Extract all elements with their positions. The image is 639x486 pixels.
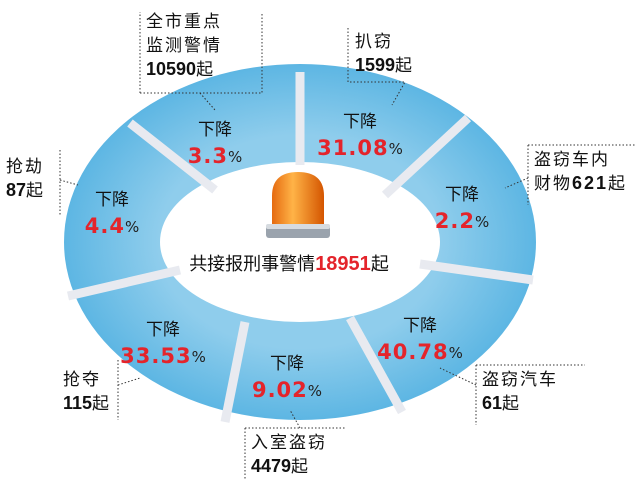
change-value: 31.08 bbox=[317, 136, 388, 160]
category-line: 抢夺 bbox=[63, 370, 101, 390]
case-unit: 起 bbox=[502, 394, 521, 414]
case-count-line: 1599起 bbox=[355, 55, 414, 76]
decrease-label: 下降 bbox=[198, 120, 232, 140]
change-percent: 31.08% bbox=[317, 136, 403, 160]
category-name: 入室盗窃 bbox=[251, 433, 327, 453]
category-name: 全市重点 bbox=[146, 12, 222, 32]
change-value: 3.3 bbox=[188, 144, 228, 168]
case-count: 87 bbox=[6, 180, 26, 200]
case-unit: 起 bbox=[291, 457, 310, 477]
percent-unit: % bbox=[125, 218, 139, 236]
case-count-line: 115起 bbox=[63, 393, 111, 414]
category-line: 入室盗窃 bbox=[251, 433, 327, 453]
change-percent: 2.2% bbox=[435, 209, 489, 233]
category-line: 抢劫 bbox=[6, 157, 44, 177]
decrease-label: 下降 bbox=[445, 185, 479, 205]
category-name: 抢夺 bbox=[63, 370, 101, 390]
center-unit: 起 bbox=[371, 254, 389, 275]
change-percent: 33.53% bbox=[120, 344, 206, 368]
change-value: 2.2 bbox=[435, 209, 475, 233]
percent-unit: % bbox=[192, 348, 206, 366]
case-count-line: 4479起 bbox=[251, 456, 310, 477]
case-count: 10590 bbox=[146, 59, 196, 79]
percent-unit: % bbox=[449, 344, 463, 362]
change-value: 9.02 bbox=[252, 378, 308, 402]
decrease-label: 下降 bbox=[270, 354, 304, 374]
decrease-label: 下降 bbox=[146, 320, 180, 340]
decrease-label: 下降 bbox=[403, 316, 437, 336]
category-name: 扒窃 bbox=[355, 32, 393, 52]
change-value: 40.78 bbox=[377, 340, 448, 364]
percent-unit: % bbox=[389, 140, 403, 158]
case-count: 1599 bbox=[355, 55, 395, 75]
case-count: 61 bbox=[482, 393, 502, 413]
category-line: 监测警情 bbox=[146, 36, 222, 56]
category-line: 财物 bbox=[534, 174, 572, 194]
percent-unit: % bbox=[475, 213, 489, 231]
case-count-line: 10590起 bbox=[146, 59, 215, 80]
case-unit: 起 bbox=[92, 394, 111, 414]
case-count-line: 87起 bbox=[6, 180, 45, 201]
decrease-label: 下降 bbox=[343, 112, 377, 132]
decrease-label: 下降 bbox=[95, 190, 129, 210]
case-unit: 起 bbox=[395, 56, 414, 76]
category-line: 扒窃 bbox=[355, 32, 393, 52]
change-percent: 9.02% bbox=[252, 378, 322, 402]
case-unit: 起 bbox=[608, 174, 627, 194]
category-name: 财物621起 bbox=[534, 173, 627, 194]
category-name: 抢劫 bbox=[6, 157, 44, 177]
category-name: 盗窃汽车 bbox=[482, 370, 558, 390]
change-value: 4.4 bbox=[85, 214, 125, 238]
change-value: 33.53 bbox=[120, 344, 191, 368]
category-line: 盗窃汽车 bbox=[482, 370, 558, 390]
case-unit: 起 bbox=[26, 181, 45, 201]
case-count-line: 61起 bbox=[482, 393, 521, 414]
category-line: 全市重点 bbox=[146, 12, 222, 32]
infographic: 共接报刑事警情18951起 下降3.3%全市重点监测警情10590起下降31.0… bbox=[0, 0, 639, 486]
percent-unit: % bbox=[228, 148, 242, 166]
case-count: 115 bbox=[63, 393, 92, 413]
siren-icon bbox=[266, 172, 330, 238]
center-text: 共接报刑事警情 bbox=[189, 254, 315, 275]
percent-unit: % bbox=[308, 382, 322, 400]
case-count: 621 bbox=[572, 173, 608, 193]
category-line: 盗窃车内 bbox=[534, 150, 610, 170]
category-name: 盗窃车内 bbox=[534, 150, 610, 170]
change-percent: 3.3% bbox=[188, 144, 242, 168]
change-percent: 40.78% bbox=[377, 340, 463, 364]
case-unit: 起 bbox=[196, 60, 215, 80]
center-total: 共接报刑事警情18951起 bbox=[189, 253, 389, 275]
category-name: 监测警情 bbox=[146, 36, 222, 56]
case-count: 4479 bbox=[251, 456, 291, 476]
center-count: 18951 bbox=[315, 253, 371, 275]
change-percent: 4.4% bbox=[85, 214, 139, 238]
